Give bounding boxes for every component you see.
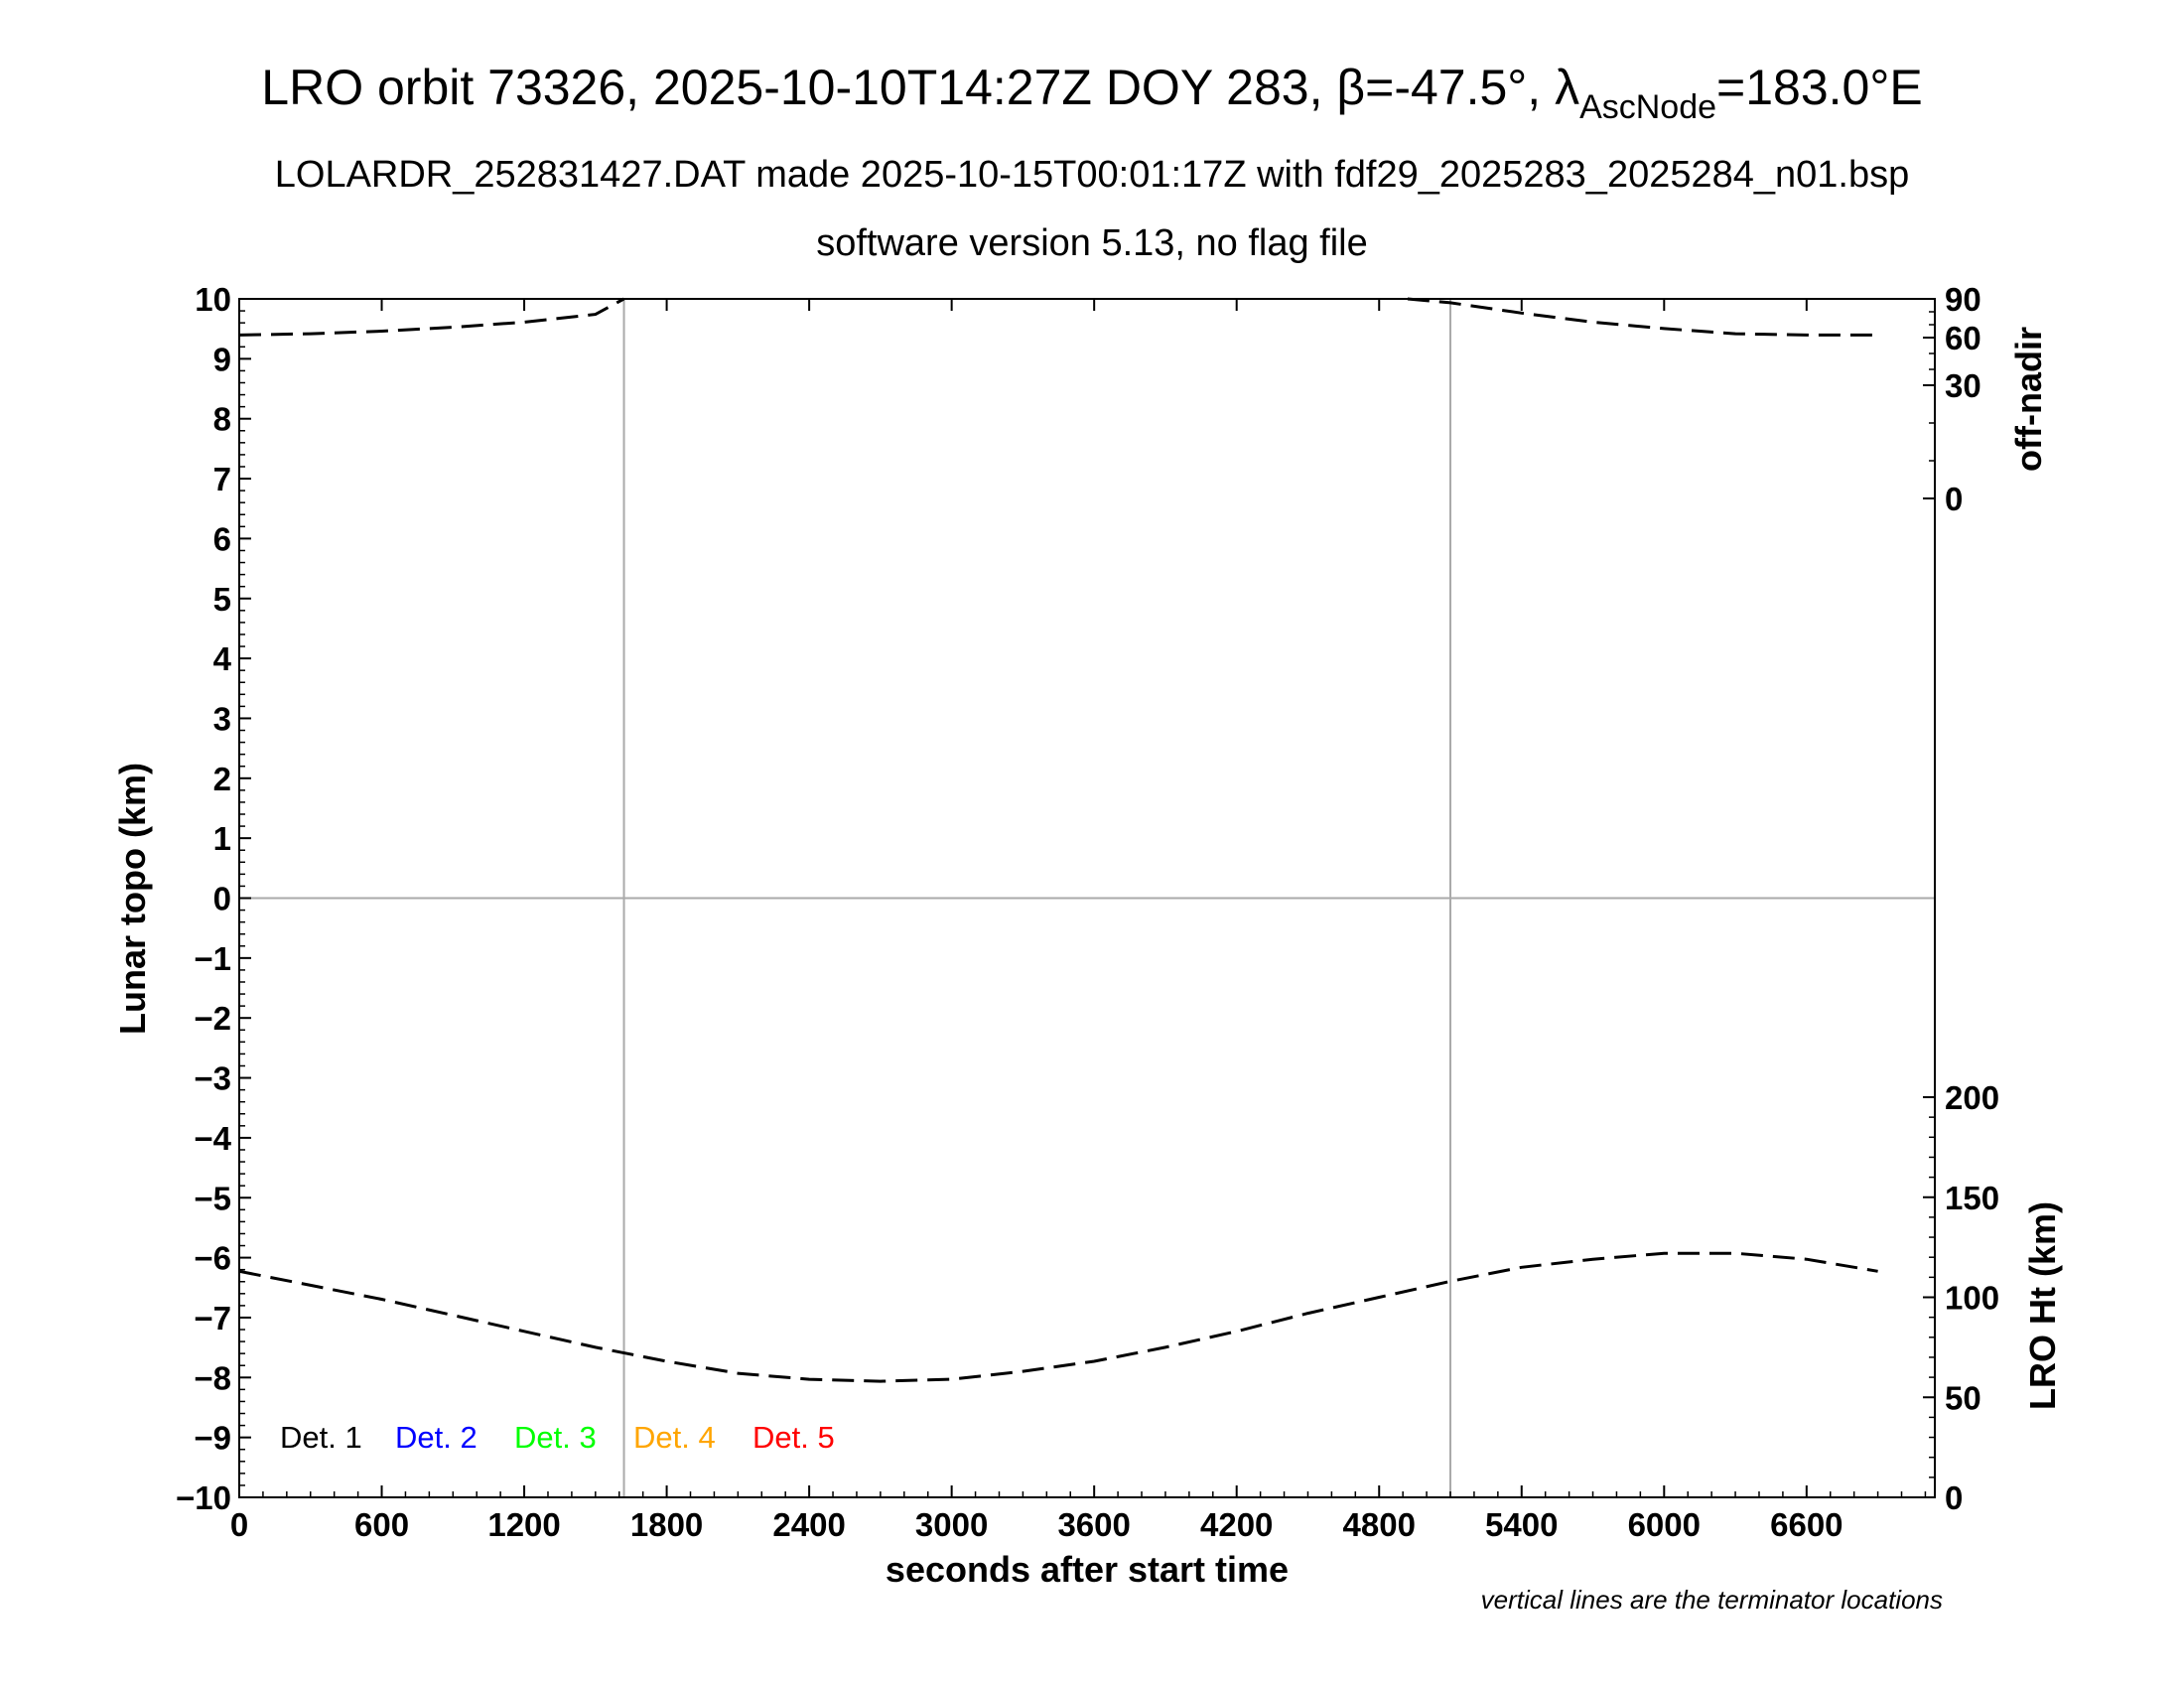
x-tick-label-4200: 4200 (1200, 1506, 1273, 1543)
x-tick-label-1200: 1200 (487, 1506, 560, 1543)
legend-entry-det-5: Det. 5 (752, 1420, 835, 1455)
x-tick-label-2400: 2400 (772, 1506, 845, 1543)
y-tick-label--6: −6 (194, 1240, 231, 1277)
off-nadir-line-after (1407, 297, 1878, 337)
x-tick-label-0: 0 (230, 1506, 248, 1543)
chart-subtitle-version: software version 5.13, no flag file (816, 222, 1368, 264)
height-tick-label-50: 50 (1945, 1379, 1981, 1416)
x-tick-label-3000: 3000 (915, 1506, 988, 1543)
x-tick-label-6000: 6000 (1628, 1506, 1701, 1543)
legend-entry-det-1: Det. 1 (280, 1420, 362, 1455)
off-nadir-line-before (238, 297, 625, 337)
tick-layer: 0 600 1200 1800 2400 3000 3600 4200 4800 5400 6000… (176, 281, 1999, 1543)
lro-height-line (238, 1251, 1878, 1383)
y-tick-label-8: 8 (213, 401, 231, 438)
y-tick-label--2: −2 (194, 1000, 231, 1037)
off-nadir-tick-label-30: 30 (1945, 367, 1981, 404)
y-tick-label-0: 0 (213, 881, 231, 917)
y-tick-label-2: 2 (213, 761, 231, 797)
lro-height-axis-label: LRO Ht (km) (2022, 1201, 2063, 1410)
off-nadir-tick-label-60: 60 (1945, 320, 1981, 356)
y-axis-label: Lunar topo (km) (112, 763, 153, 1035)
height-tick-label-0: 0 (1945, 1479, 1963, 1516)
x-tick-label-4800: 4800 (1343, 1506, 1416, 1543)
series-layer (238, 297, 1878, 1383)
y-tick-label-5: 5 (213, 581, 231, 618)
y-tick-label--4: −4 (194, 1120, 231, 1157)
y-tick-label-6: 6 (213, 520, 231, 557)
y-tick-label--9: −9 (194, 1420, 231, 1457)
y-tick-label--5: −5 (194, 1180, 231, 1216)
x-tick-label-1800: 1800 (630, 1506, 703, 1543)
y-tick-label-4: 4 (213, 640, 232, 677)
y-tick-label--1: −1 (194, 940, 231, 977)
y-tick-label--3: −3 (194, 1060, 231, 1097)
legend-entry-det-4: Det. 4 (633, 1420, 716, 1455)
y-tick-label--7: −7 (194, 1300, 231, 1336)
grid-layer (239, 298, 1935, 1497)
legend-entry-det-2: Det. 2 (395, 1420, 478, 1455)
off-nadir-tick-label-90: 90 (1945, 281, 1981, 318)
y-tick-label-3: 3 (213, 700, 231, 737)
x-tick-label-5400: 5400 (1485, 1506, 1558, 1543)
x-tick-label-6600: 6600 (1770, 1506, 1843, 1543)
height-tick-label-200: 200 (1945, 1079, 1999, 1116)
y-tick-label-10: 10 (195, 281, 231, 318)
y-tick-label--8: −8 (194, 1359, 231, 1396)
y-tick-label-9: 9 (213, 341, 231, 377)
chart-subtitle: LOLARDR_252831427.DAT made 2025-10-15T00… (275, 154, 1910, 196)
legend: Det. 1 Det. 2 Det. 3 Det. 4 Det. 5 (280, 1420, 835, 1455)
x-tick-label-600: 600 (354, 1506, 409, 1543)
height-tick-label-150: 150 (1945, 1180, 1999, 1216)
chart-title: LRO orbit 73326, 2025-10-10T14:27Z DOY 2… (261, 60, 1922, 126)
off-nadir-tick-label-0: 0 (1945, 481, 1963, 517)
y-tick-label--10: −10 (176, 1479, 231, 1516)
legend-entry-det-3: Det. 3 (514, 1420, 597, 1455)
y-tick-label-1: 1 (213, 820, 231, 857)
off-nadir-axis-label: off-nadir (2008, 327, 2049, 472)
height-tick-label-100: 100 (1945, 1280, 1999, 1317)
x-tick-label-3600: 3600 (1057, 1506, 1130, 1543)
x-axis-label: seconds after start time (886, 1549, 1289, 1590)
y-tick-label-7: 7 (213, 461, 231, 497)
terminator-note: vertical lines are the terminator locati… (1481, 1585, 1943, 1615)
